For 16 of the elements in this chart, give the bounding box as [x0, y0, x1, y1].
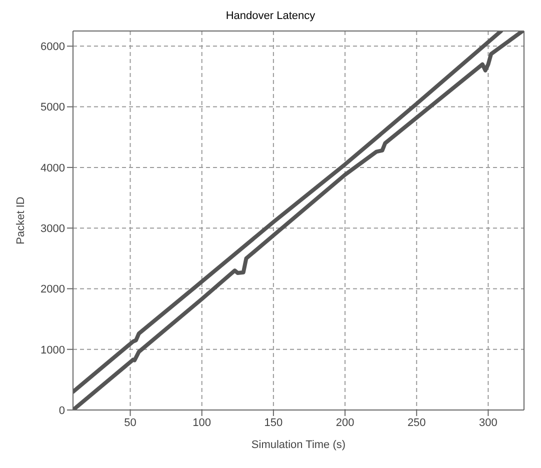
y-tick-label: 4000: [40, 162, 65, 174]
x-tick-label: 250: [407, 416, 426, 429]
x-tick-label: 150: [264, 416, 283, 429]
x-tick-label: 50: [124, 416, 136, 429]
chart-title: Handover Latency: [224, 9, 316, 24]
x-tick-label: 300: [479, 416, 498, 429]
x-axis-title: Simulation Time (s): [251, 439, 346, 451]
y-tick-label: 5000: [40, 102, 65, 114]
y-axis-title: Packet ID: [14, 196, 27, 244]
y-tick-label: 3000: [40, 222, 65, 235]
y-tick-label: 6000: [40, 41, 65, 54]
x-tick-label: 100: [192, 416, 212, 429]
y-tick-label: 2000: [40, 284, 65, 296]
y-tick-label: 1000: [40, 344, 65, 356]
x-tick-label: 200: [336, 416, 354, 429]
y-tick-label: 0: [58, 404, 65, 417]
